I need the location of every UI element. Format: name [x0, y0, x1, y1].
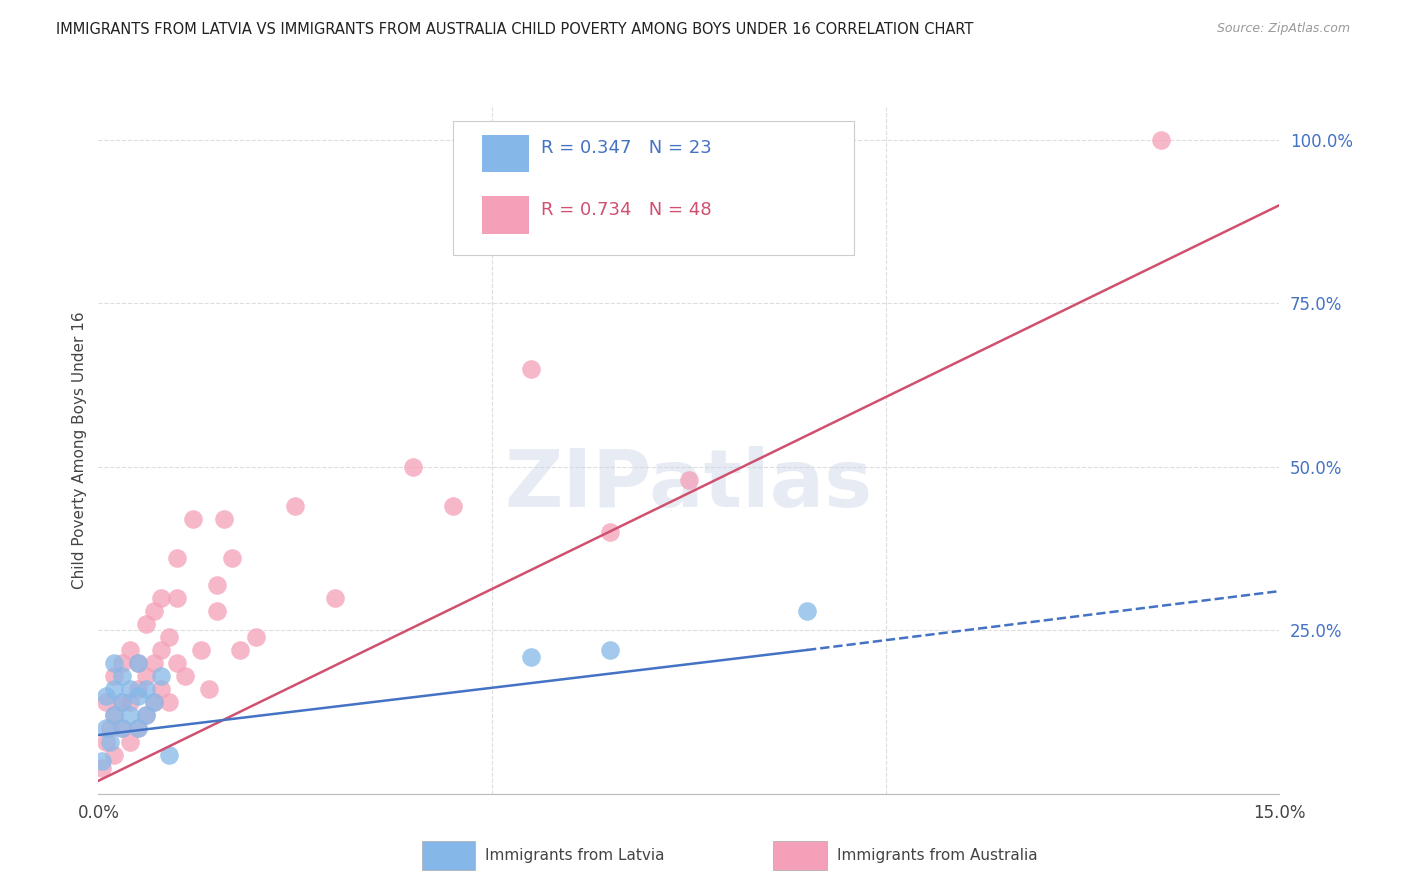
Text: R = 0.734   N = 48: R = 0.734 N = 48 [541, 201, 711, 219]
Point [150, 682, 173, 697]
Point [520, 361, 543, 376]
Point [111, 656, 134, 670]
Point [205, 604, 228, 618]
Point [157, 747, 180, 762]
Point [127, 682, 149, 697]
Point [245, 630, 267, 644]
Point [96, 689, 118, 703]
Point [157, 630, 180, 644]
Point [135, 669, 157, 683]
Point [111, 695, 134, 709]
Point [214, 512, 236, 526]
Point [103, 708, 125, 723]
Point [142, 656, 165, 670]
Point [98, 722, 121, 736]
Point [98, 734, 121, 748]
Point [166, 656, 188, 670]
Text: Immigrants from Latvia: Immigrants from Latvia [485, 848, 665, 863]
Point [111, 722, 134, 736]
Point [197, 682, 219, 697]
Point [118, 682, 141, 697]
Text: Immigrants from Australia: Immigrants from Australia [837, 848, 1038, 863]
Point [118, 643, 141, 657]
Text: ZIPatlas: ZIPatlas [505, 446, 873, 524]
Point [150, 669, 173, 683]
Point [118, 708, 141, 723]
Point [96, 734, 118, 748]
Point [127, 656, 149, 670]
Point [678, 473, 700, 487]
Y-axis label: Child Poverty Among Boys Under 16: Child Poverty Among Boys Under 16 [72, 311, 87, 590]
Point [91, 761, 114, 775]
Point [103, 656, 125, 670]
Point [181, 512, 204, 526]
Point [103, 708, 125, 723]
Point [103, 682, 125, 697]
Point [205, 577, 228, 591]
Point [111, 669, 134, 683]
Point [127, 689, 149, 703]
Text: R = 0.347   N = 23: R = 0.347 N = 23 [541, 139, 711, 157]
Point [142, 695, 165, 709]
Point [127, 656, 149, 670]
Point [599, 525, 621, 540]
Point [157, 695, 180, 709]
Point [166, 591, 188, 605]
Point [520, 649, 543, 664]
Point [142, 604, 165, 618]
Point [323, 591, 346, 605]
Point [127, 722, 149, 736]
Point [150, 643, 173, 657]
Point [284, 499, 307, 513]
Point [103, 747, 125, 762]
Point [135, 708, 157, 723]
Point [111, 695, 134, 709]
Point [190, 643, 212, 657]
Point [96, 695, 118, 709]
Point [1150, 133, 1173, 147]
Text: Source: ZipAtlas.com: Source: ZipAtlas.com [1216, 22, 1350, 36]
Point [229, 643, 252, 657]
FancyBboxPatch shape [482, 135, 530, 172]
Point [135, 682, 157, 697]
FancyBboxPatch shape [453, 120, 855, 255]
Point [796, 604, 818, 618]
Point [221, 551, 243, 566]
Point [135, 708, 157, 723]
Point [599, 643, 621, 657]
Point [103, 669, 125, 683]
Point [441, 499, 464, 513]
Point [150, 591, 173, 605]
Point [142, 695, 165, 709]
Point [96, 722, 118, 736]
Point [174, 669, 197, 683]
Text: IMMIGRANTS FROM LATVIA VS IMMIGRANTS FROM AUSTRALIA CHILD POVERTY AMONG BOYS UND: IMMIGRANTS FROM LATVIA VS IMMIGRANTS FRO… [56, 22, 973, 37]
Point [166, 551, 188, 566]
Point [118, 734, 141, 748]
Point [111, 722, 134, 736]
Point [91, 754, 114, 768]
Point [402, 459, 425, 474]
Point [135, 616, 157, 631]
Point [118, 695, 141, 709]
FancyBboxPatch shape [482, 196, 530, 234]
Point [127, 722, 149, 736]
